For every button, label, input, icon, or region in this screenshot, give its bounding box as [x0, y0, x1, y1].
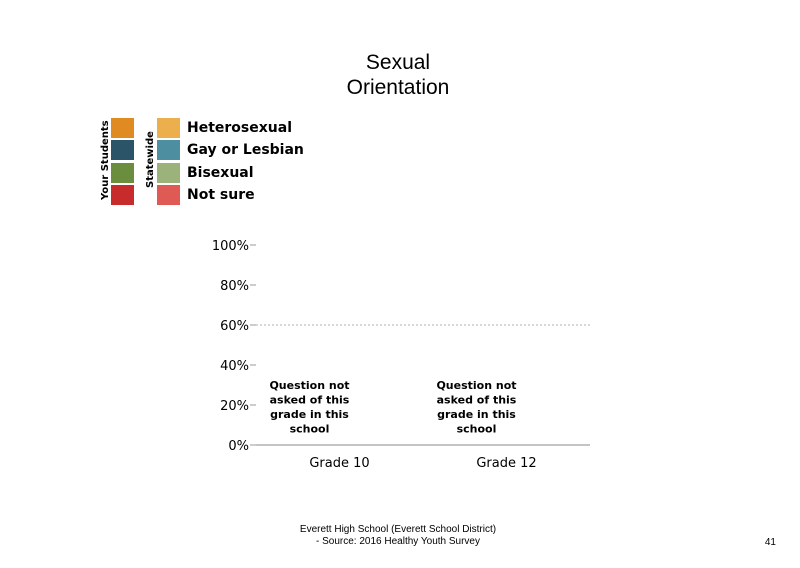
legend-swatch-your-not-sure [111, 185, 134, 205]
legend-label-not-sure: Not sure [187, 187, 255, 203]
annotation-text: asked of this [437, 394, 517, 407]
annotation-text: school [290, 423, 330, 436]
legend-label-gay-or-lesbian: Gay or Lesbian [187, 142, 304, 158]
legend-swatch-statewide-bisexual [157, 163, 180, 183]
legend-swatch-your-bisexual [111, 163, 134, 183]
annotation-text: grade in this [437, 408, 516, 421]
legend-label-bisexual: Bisexual [187, 165, 254, 181]
x-tick-label: Grade 12 [476, 456, 536, 471]
legend-swatch-statewide-not-sure [157, 185, 180, 205]
title-line-1: Sexual [365, 51, 431, 74]
y-tick-label: 0% [228, 439, 249, 454]
annotation-text: Question not [269, 379, 349, 392]
footer-line-1: Everett High School (Everett School Dist… [299, 524, 497, 535]
annotation-text: Question not [436, 379, 516, 392]
legend-swatch-your-gay-or-lesbian [111, 140, 134, 160]
chart-title: Sexual Orientation [298, 50, 498, 100]
legend-label-heterosexual: Heterosexual [187, 120, 292, 136]
y-tick-label: 20% [220, 399, 249, 414]
page-number: 41 [764, 537, 776, 548]
legend-swatch-statewide-gay-or-lesbian [157, 140, 180, 160]
footer-source: Everett High School (Everett School Dist… [248, 524, 548, 548]
footer-line-2: - Source: 2016 Healthy Youth Survey [316, 536, 480, 547]
y-tick-label: 100% [212, 239, 249, 254]
annotation-text: asked of this [270, 394, 350, 407]
annotation-text: grade in this [270, 408, 349, 421]
legend-swatch-your-heterosexual [111, 118, 134, 138]
y-tick-label: 60% [220, 319, 249, 334]
y-tick-label: 40% [220, 359, 249, 374]
x-tick-label: Grade 10 [309, 456, 369, 471]
y-tick-label: 80% [220, 279, 249, 294]
annotation-text: school [457, 423, 497, 436]
title-line-2: Orientation [346, 76, 450, 99]
legend-swatch-statewide-heterosexual [157, 118, 180, 138]
